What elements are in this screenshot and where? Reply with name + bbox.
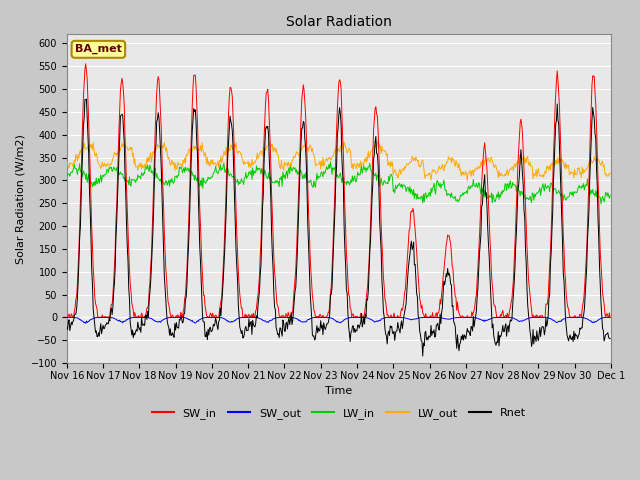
Y-axis label: Solar Radiation (W/m2): Solar Radiation (W/m2): [15, 134, 25, 264]
Legend: SW_in, SW_out, LW_in, LW_out, Rnet: SW_in, SW_out, LW_in, LW_out, Rnet: [147, 403, 531, 423]
X-axis label: Time: Time: [325, 386, 353, 396]
Title: Solar Radiation: Solar Radiation: [286, 15, 392, 29]
Text: BA_met: BA_met: [75, 44, 122, 54]
